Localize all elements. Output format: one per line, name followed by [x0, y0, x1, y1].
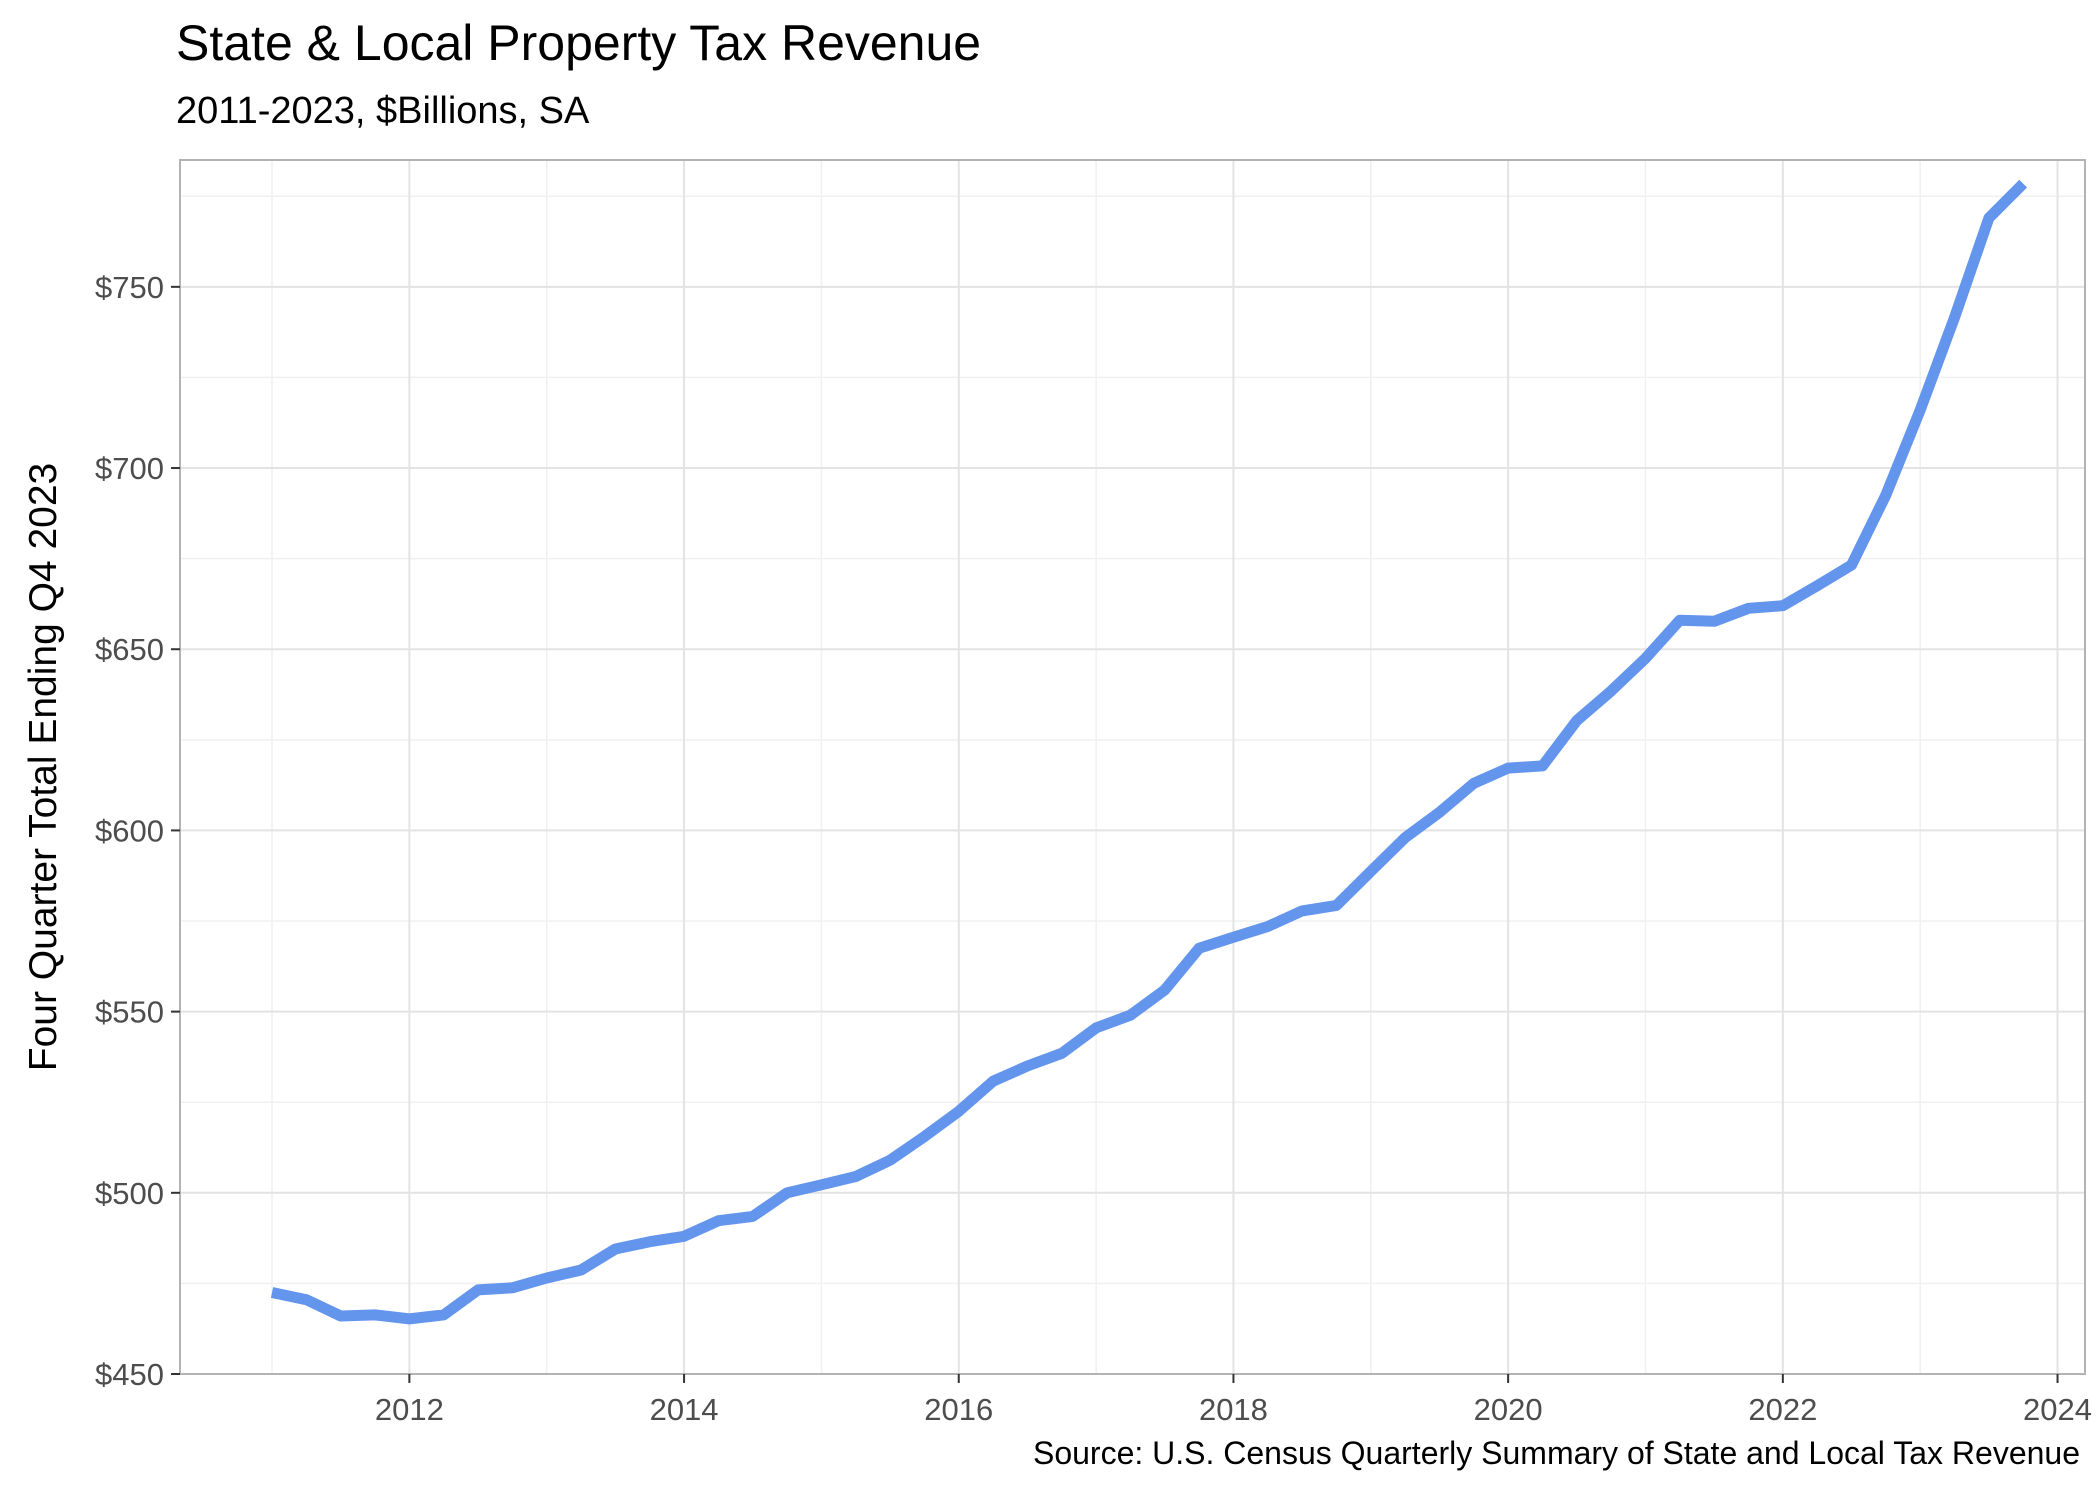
- tick-layer: 2012 2014 2016 2018 2020 2022 2024 $450 $500 $550…: [95, 270, 2092, 1427]
- y-tick-label: $450: [95, 1357, 164, 1392]
- y-axis-title: Four Quarter Total Ending Q4 2023: [22, 463, 65, 1071]
- y-tick-label: $600: [95, 813, 164, 848]
- chart-caption: Source: U.S. Census Quarterly Summary of…: [1032, 1435, 2080, 1471]
- y-tick-label: $500: [95, 1176, 164, 1211]
- y-tick-label: $550: [95, 995, 164, 1030]
- y-tick-label: $750: [95, 270, 164, 305]
- grid-layer: [180, 160, 2085, 1375]
- y-tick-label: $700: [95, 451, 164, 486]
- x-tick-label: 2020: [1474, 1392, 1543, 1427]
- x-tick-label: 2022: [1748, 1392, 1817, 1427]
- x-tick-label: 2018: [1199, 1392, 1268, 1427]
- chart-subtitle: 2011-2023, $Billions, SA: [176, 90, 590, 132]
- chart-title: State & Local Property Tax Revenue: [176, 15, 982, 71]
- x-tick-label: 2012: [375, 1392, 444, 1427]
- panel-border: [179, 159, 2086, 1375]
- x-tick-label: 2014: [650, 1392, 719, 1427]
- x-tick-label: 2024: [2023, 1392, 2092, 1427]
- series-line: [270, 179, 2028, 1325]
- y-tick-label: $650: [95, 632, 164, 667]
- series-layer: [270, 179, 2028, 1325]
- x-tick-label: 2016: [924, 1392, 993, 1427]
